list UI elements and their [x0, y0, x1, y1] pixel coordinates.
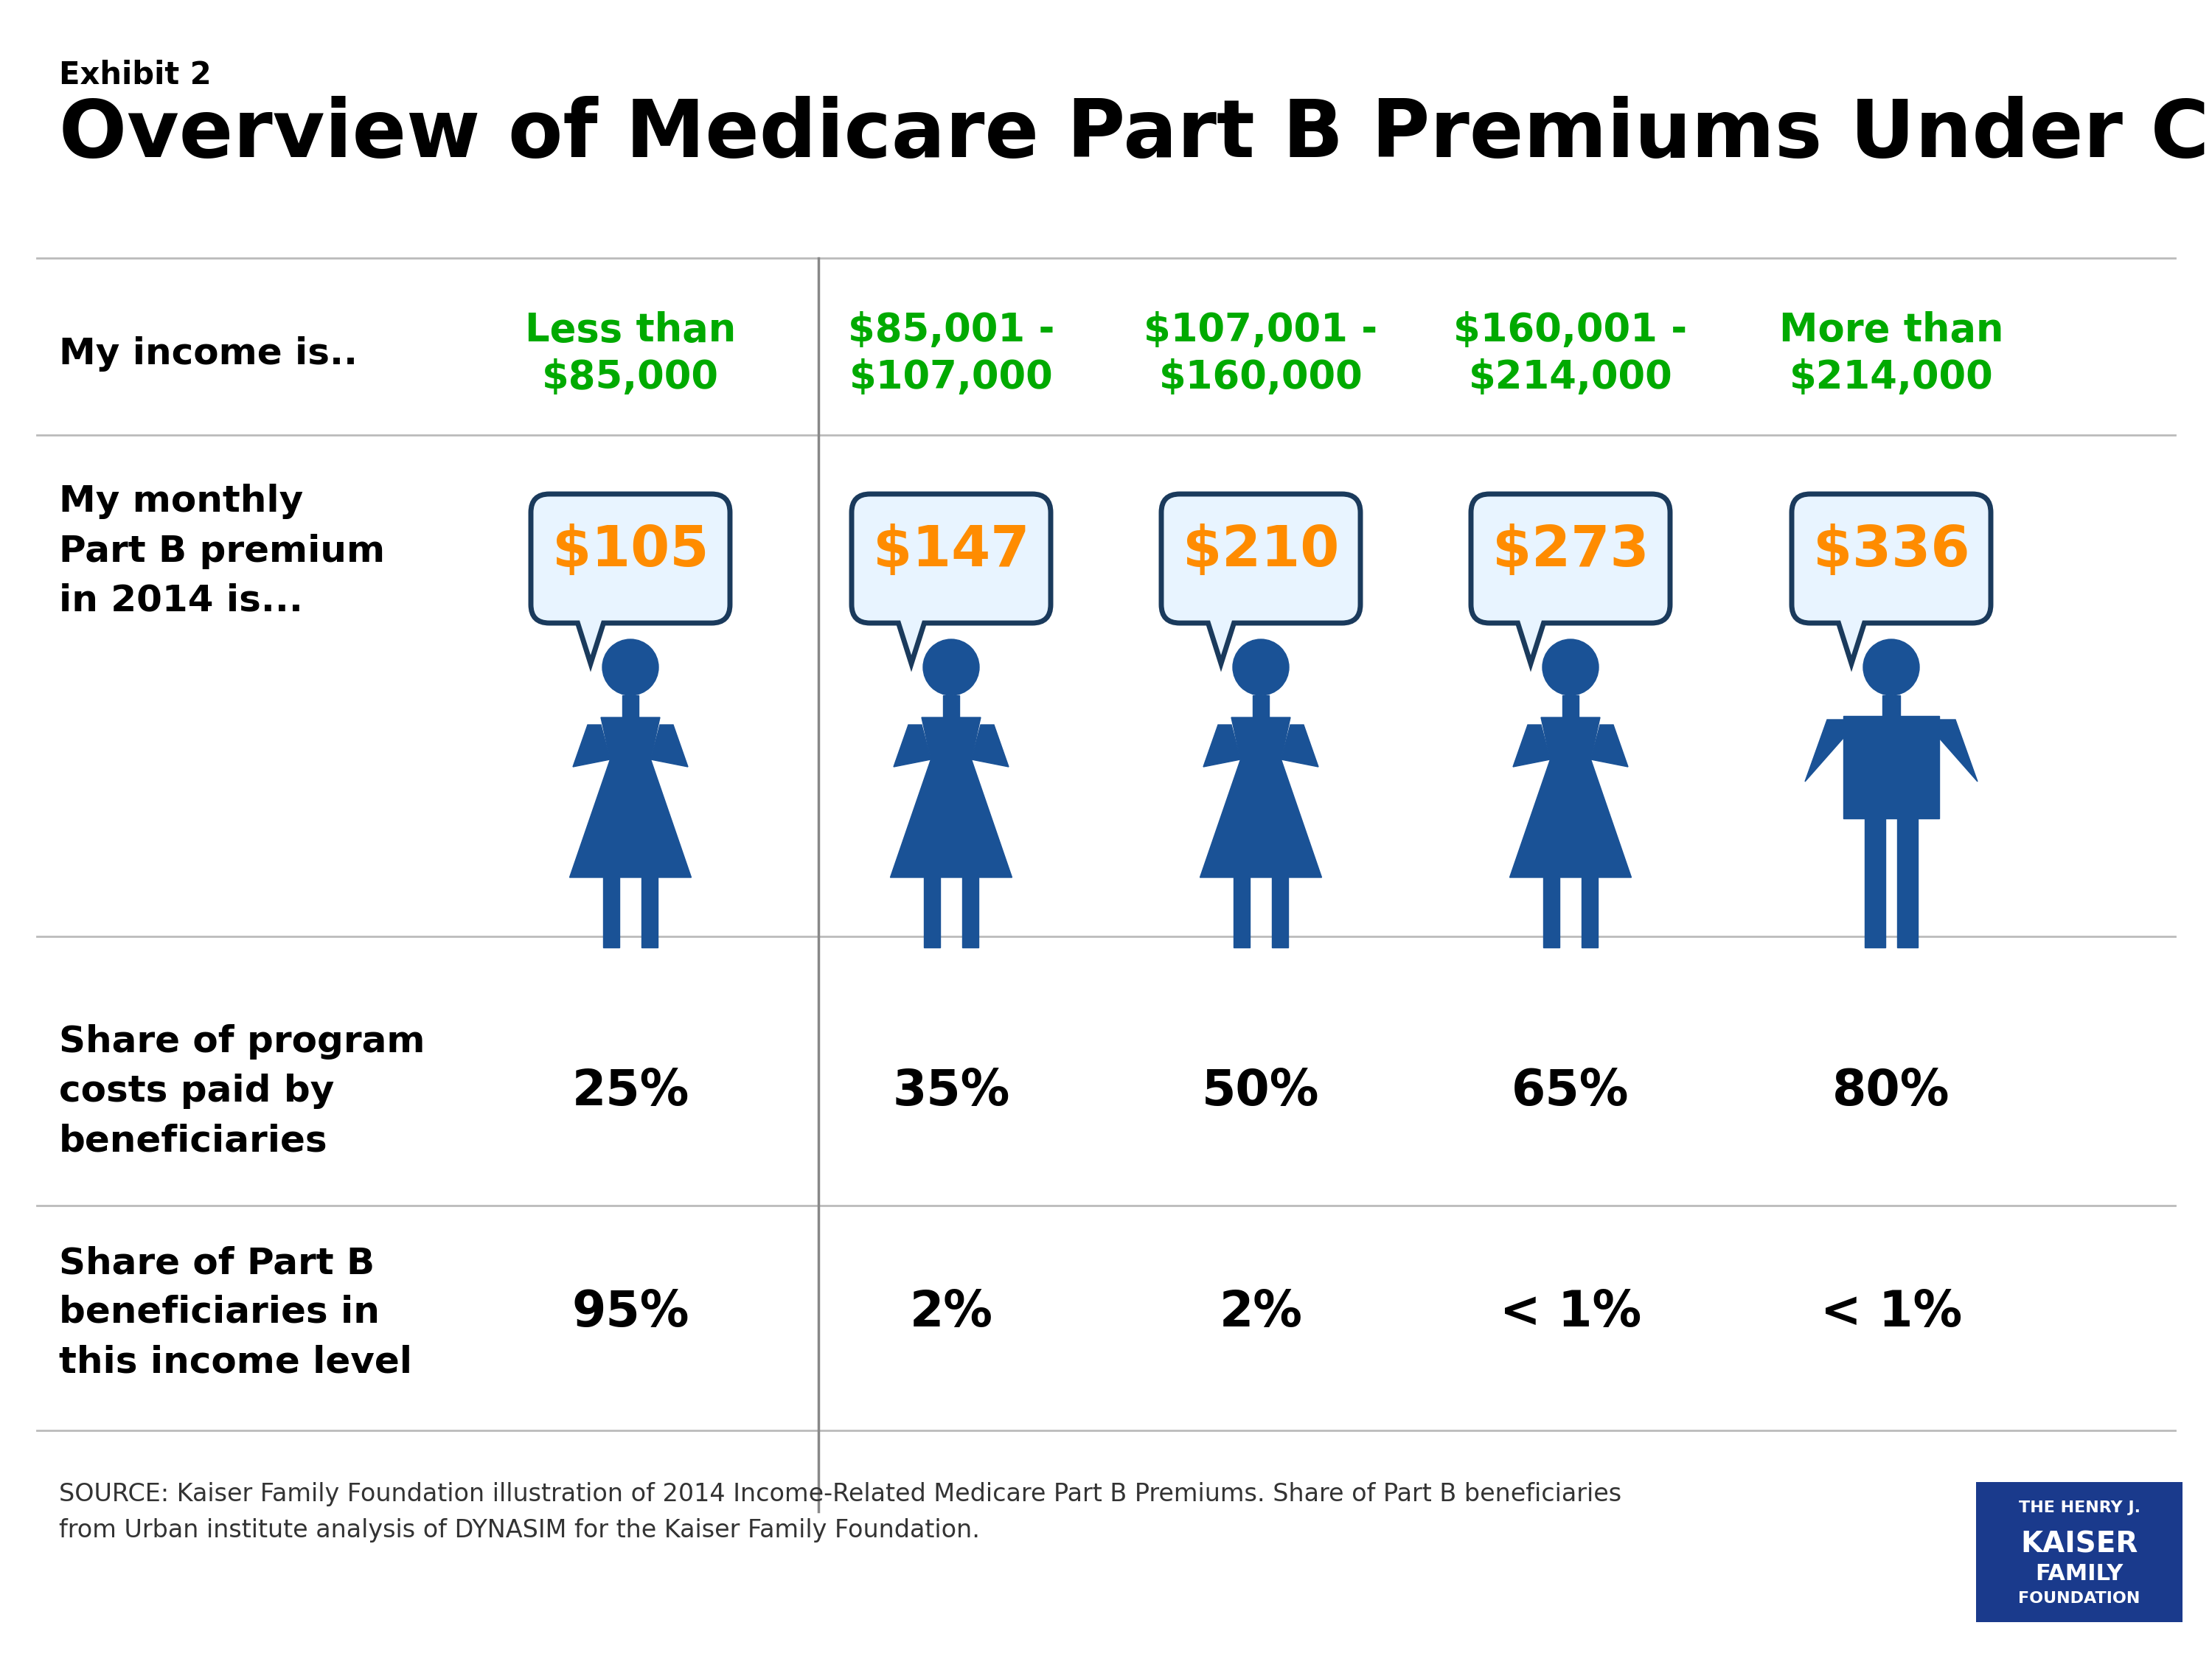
Polygon shape [602, 717, 659, 760]
Text: 2%: 2% [909, 1287, 993, 1337]
Text: 65%: 65% [1511, 1067, 1630, 1115]
Polygon shape [894, 725, 931, 766]
Polygon shape [1843, 717, 1940, 818]
Polygon shape [650, 725, 688, 766]
Polygon shape [889, 760, 1011, 878]
Circle shape [1232, 639, 1290, 695]
Text: $107,001 -
$160,000: $107,001 - $160,000 [1144, 310, 1378, 397]
Text: Share of program
costs paid by
beneficiaries: Share of program costs paid by beneficia… [60, 1024, 425, 1158]
Text: 95%: 95% [571, 1287, 690, 1337]
Text: FOUNDATION: FOUNDATION [2017, 1591, 2141, 1606]
Polygon shape [1582, 878, 1597, 947]
Text: $160,001 -
$214,000: $160,001 - $214,000 [1453, 310, 1688, 397]
Polygon shape [1281, 725, 1318, 766]
Polygon shape [1234, 878, 1250, 947]
Polygon shape [1252, 695, 1270, 717]
Text: My income is..: My income is.. [60, 337, 358, 372]
Text: 50%: 50% [1201, 1067, 1321, 1115]
Text: 25%: 25% [571, 1067, 690, 1115]
Polygon shape [604, 878, 619, 947]
Polygon shape [922, 717, 980, 760]
Circle shape [1863, 639, 1920, 695]
PathPatch shape [1792, 494, 1991, 664]
PathPatch shape [852, 494, 1051, 664]
Polygon shape [622, 695, 639, 717]
Text: 35%: 35% [891, 1067, 1011, 1115]
Text: $147: $147 [874, 524, 1029, 579]
Text: My monthly
Part B premium
in 2014 is...: My monthly Part B premium in 2014 is... [60, 484, 385, 619]
Text: SOURCE: Kaiser Family Foundation illustration of 2014 Income-Related Medicare Pa: SOURCE: Kaiser Family Foundation illustr… [60, 1481, 1621, 1543]
Polygon shape [1544, 878, 1559, 947]
Polygon shape [1199, 760, 1321, 878]
Text: $273: $273 [1493, 524, 1648, 579]
Polygon shape [1232, 717, 1290, 760]
Polygon shape [971, 725, 1009, 766]
Circle shape [922, 639, 980, 695]
Text: $105: $105 [553, 524, 708, 579]
Text: Overview of Medicare Part B Premiums Under Current Law: Overview of Medicare Part B Premiums Und… [60, 96, 2212, 174]
Text: $336: $336 [1814, 524, 1969, 579]
Text: 2%: 2% [1219, 1287, 1303, 1337]
Polygon shape [641, 878, 657, 947]
Text: $210: $210 [1183, 524, 1338, 579]
Polygon shape [925, 878, 940, 947]
Text: Exhibit 2: Exhibit 2 [60, 60, 212, 90]
Polygon shape [1513, 725, 1551, 766]
Polygon shape [1562, 695, 1579, 717]
Text: THE HENRY J.: THE HENRY J. [2017, 1500, 2139, 1515]
PathPatch shape [1471, 494, 1670, 664]
FancyBboxPatch shape [1975, 1481, 2183, 1623]
Text: More than
$214,000: More than $214,000 [1778, 310, 2004, 397]
PathPatch shape [531, 494, 730, 664]
Text: $85,001 -
$107,000: $85,001 - $107,000 [847, 310, 1055, 397]
Circle shape [1542, 639, 1599, 695]
Polygon shape [1203, 725, 1241, 766]
Circle shape [602, 639, 659, 695]
Text: FAMILY: FAMILY [2035, 1563, 2124, 1584]
Text: < 1%: < 1% [1500, 1287, 1641, 1337]
Text: KAISER: KAISER [2020, 1530, 2139, 1558]
PathPatch shape [1161, 494, 1360, 664]
Text: 80%: 80% [1832, 1067, 1951, 1115]
Polygon shape [1940, 720, 1978, 781]
Polygon shape [1805, 720, 1843, 781]
Polygon shape [573, 725, 611, 766]
Polygon shape [1898, 818, 1918, 947]
Polygon shape [1882, 695, 1900, 717]
Text: < 1%: < 1% [1820, 1287, 1962, 1337]
Polygon shape [1542, 717, 1599, 760]
Polygon shape [1590, 725, 1628, 766]
Text: Share of Part B
beneficiaries in
this income level: Share of Part B beneficiaries in this in… [60, 1246, 411, 1380]
Text: Less than
$85,000: Less than $85,000 [524, 310, 737, 397]
Polygon shape [1865, 818, 1885, 947]
Polygon shape [568, 760, 690, 878]
Polygon shape [1272, 878, 1287, 947]
Polygon shape [962, 878, 978, 947]
Polygon shape [942, 695, 960, 717]
Polygon shape [1509, 760, 1630, 878]
